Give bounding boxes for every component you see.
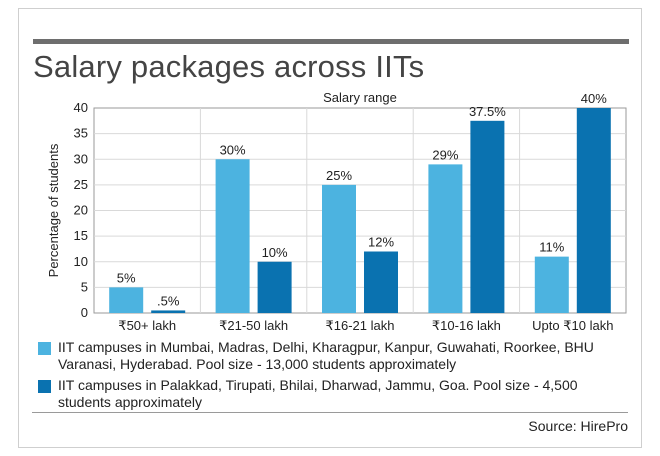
bar-s2-c1 (151, 310, 186, 313)
x-tick-label-1: ₹50+ lakh (118, 318, 176, 333)
y-tick-label-3: 15 (74, 228, 88, 243)
bottom-rule (32, 412, 628, 413)
y-tick-label-4: 20 (74, 203, 88, 218)
bar-s1-c2 (215, 159, 250, 313)
x-tick-label-4: ₹10-16 lakh (432, 318, 501, 333)
data-label-s1-c2: 30% (220, 142, 246, 157)
data-label-s1-c5: 11% (539, 240, 564, 255)
data-label-s2-c3: 12% (368, 235, 394, 250)
y-tick-label-5: 25 (74, 177, 88, 192)
bar-s1-c1 (109, 287, 144, 313)
y-tick-label-6: 30 (74, 151, 88, 166)
legend-label-series-1: IIT campuses in Mumbai, Madras, Delhi, K… (58, 339, 594, 372)
x-tick-label-3: ₹16-21 lakh (326, 318, 395, 333)
y-tick-label-1: 5 (81, 279, 88, 294)
data-label-s2-c4: 37.5% (469, 104, 506, 119)
data-label-s2-c1: .5% (157, 293, 180, 308)
y-tick-label-7: 35 (74, 126, 88, 141)
y-tick-label-0: 0 (81, 305, 88, 320)
title-rule (33, 39, 629, 44)
source-note: Source: HirePro (528, 418, 628, 434)
legend-swatch-series-2 (38, 380, 51, 393)
data-label-s1-c4: 29% (432, 147, 458, 162)
data-label-s2-c2: 10% (262, 245, 288, 260)
legend-label-series-2: IIT campuses in Palakkad, Tirupati, Bhil… (58, 377, 578, 410)
chart-title: Salary packages across IITs (33, 49, 425, 84)
data-label-s1-c3: 25% (326, 168, 352, 183)
bar-s2-c3 (364, 251, 398, 313)
data-label-s1-c1: 5% (117, 270, 136, 285)
bar-chart: 0 5 10 15 20 25 30 35 40 Salary range Percentage o… (46, 90, 627, 333)
y-axis-label: Percentage of students (46, 143, 61, 277)
chart-subtitle: Salary range (323, 90, 397, 105)
y-tick-label-8: 40 (74, 100, 88, 115)
bar-s2-c4 (470, 120, 505, 313)
legend-swatch-series-1 (38, 342, 51, 355)
bar-s1-c3 (322, 184, 356, 313)
bar-s1-c4 (428, 164, 463, 313)
y-tick-label-2: 10 (74, 254, 88, 269)
x-tick-label-5: Upto ₹10 lakh (532, 318, 613, 333)
bar-s2-c2 (257, 261, 292, 313)
x-tick-label-2: ₹21-50 lakh (219, 318, 288, 333)
bar-s1-c5 (534, 256, 569, 313)
bar-s2-c5 (576, 108, 611, 313)
data-label-s2-c5: 40% (581, 91, 607, 106)
